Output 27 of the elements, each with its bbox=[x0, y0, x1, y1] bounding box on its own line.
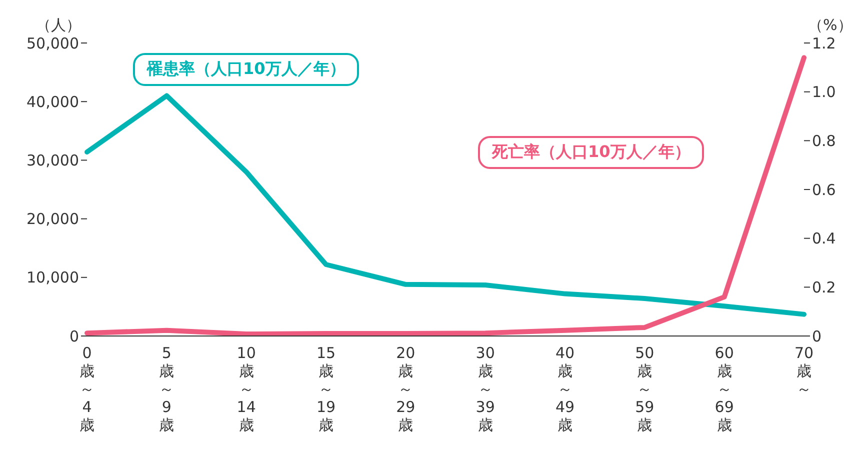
y-tick-label: 20,000 bbox=[26, 210, 79, 228]
text: 死亡率（人口10万人／年） bbox=[478, 136, 704, 169]
x-tick-label: 20歳～29歳 bbox=[396, 344, 416, 434]
x-tick-label: 10歳～14歳 bbox=[236, 344, 256, 434]
y2-tick-label: 0.4 bbox=[812, 230, 836, 248]
x-tick-label: 70歳～ bbox=[794, 344, 814, 398]
x-tick-label: 15歳～19歳 bbox=[316, 344, 336, 434]
y2-tick-label: 0.6 bbox=[812, 180, 836, 199]
y2-tick-label: 1.0 bbox=[812, 83, 836, 102]
y-tick-label: 30,000 bbox=[26, 152, 79, 170]
y2-axis-title: （%） bbox=[808, 16, 852, 35]
y-tick-label: 40,000 bbox=[26, 92, 79, 111]
y2-tick-label: 1.2 bbox=[812, 34, 836, 52]
y2-tick-label: 0 bbox=[812, 327, 822, 346]
x-tick-label: 40歳～49歳 bbox=[555, 344, 575, 434]
y2-tick-label: 0.8 bbox=[812, 132, 836, 150]
y-axis-title: （人） bbox=[36, 16, 81, 35]
x-tick-label: 5歳～9歳 bbox=[159, 344, 174, 434]
y2-tick-label: 0.2 bbox=[812, 278, 836, 296]
y-tick-label: 10,000 bbox=[26, 268, 79, 287]
x-tick-label: 0歳～4歳 bbox=[80, 344, 94, 434]
x-tick-label: 30歳～39歳 bbox=[476, 344, 495, 434]
x-tick-label: 60歳～69歳 bbox=[714, 344, 734, 434]
y-tick-label: 0 bbox=[69, 327, 79, 346]
series-label: 罹患率（人口10万人／年） bbox=[133, 53, 360, 86]
x-tick-label: 50歳～59歳 bbox=[635, 344, 654, 434]
y-tick-label: 50,000 bbox=[26, 34, 79, 52]
